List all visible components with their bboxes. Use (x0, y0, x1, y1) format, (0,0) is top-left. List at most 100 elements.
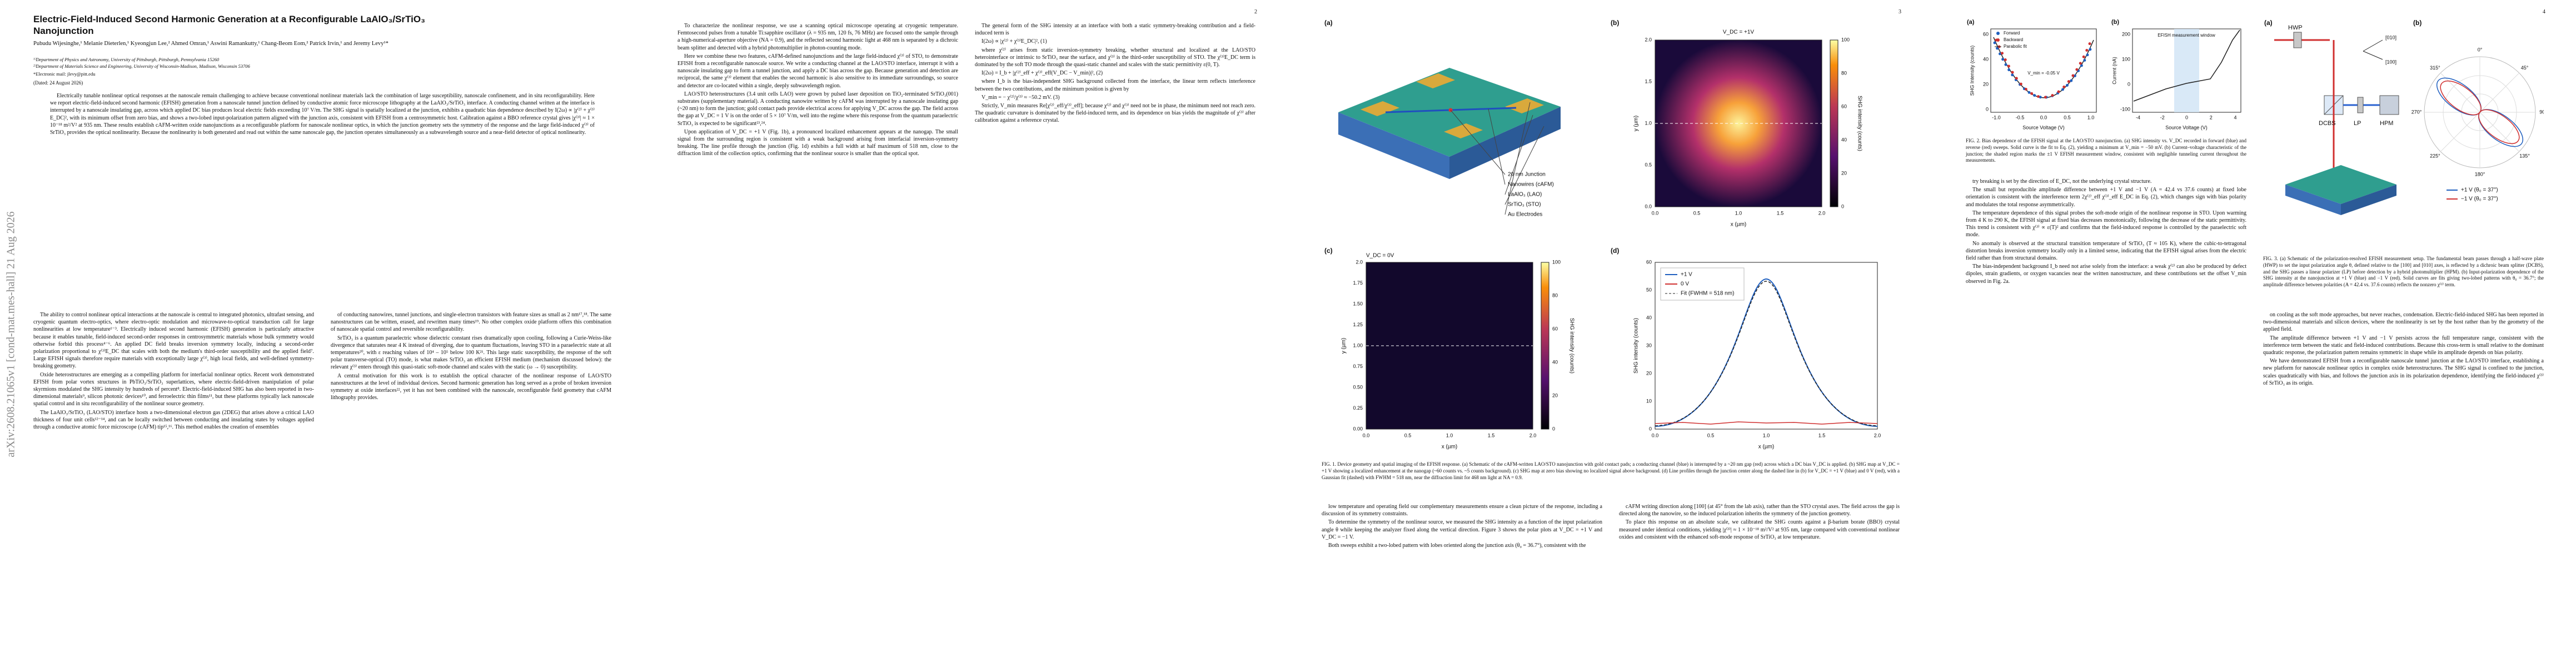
device-label: Au Electrodes (1508, 212, 1542, 218)
legend-label: Forward (2004, 31, 2020, 36)
tick-label: 80 (1552, 292, 1558, 298)
tick-label: 1.0 (2087, 115, 2095, 120)
axis-label: Source Voltage (V) (2165, 125, 2208, 130)
tick-label: 60 (1552, 326, 1558, 331)
tick-label: 0 (1841, 203, 1844, 209)
paragraph: To characterize the nonlinear response, … (677, 23, 958, 51)
tick-label: 10 (1646, 398, 1652, 404)
setup-label: [100] (2385, 59, 2396, 64)
page-4: 4 (a) (b) Forward Backward Parabolic fit V_mi… (1932, 0, 2576, 667)
tick-label: 50 (1646, 287, 1652, 292)
paragraph: Both sweeps exhibit a two-lobed pattern … (1328, 542, 1586, 549)
paragraph: The LaAlO₃/SrTiO₃ (LAO/STO) interface ho… (33, 409, 314, 431)
date: (Dated: 24 August 2026) (33, 80, 83, 86)
tick-label: 1.5 (1777, 210, 1784, 216)
tick-label: 2.0 (1356, 259, 1363, 265)
tick-label: 0 (1986, 106, 1989, 112)
device-legend (1450, 102, 1544, 215)
iv-curve (2133, 29, 2240, 102)
tick-label: 60 (1646, 259, 1652, 265)
column: try breaking is set by the direction of … (1966, 178, 2246, 286)
angle-label: 135° (2519, 153, 2530, 159)
tick-label: 2.0 (1874, 432, 1881, 438)
tick-label: 100 (1552, 259, 1561, 265)
column: To characterize the nonlinear response, … (677, 22, 958, 159)
figure-caption: FIG. 1. Device geometry and spatial imag… (1322, 461, 1900, 480)
paragraph: on cooling as the soft mode approaches, … (2263, 312, 2544, 333)
tick-label: 2.0 (1818, 210, 1826, 216)
profile-fit (1655, 281, 1878, 426)
tick-label: 40 (1646, 315, 1652, 320)
tick-label: 1.0 (1645, 120, 1652, 126)
tick-label: 1.25 (1353, 322, 1363, 327)
device-label: SrTiO₃ (STO) (1508, 202, 1541, 208)
tick-label: 20 (1552, 392, 1558, 398)
legend-label: Backward (2004, 37, 2023, 42)
figure-1: (a) (b) (c) (d) 20 nm Junction Nanowires (cAF… (1324, 19, 1881, 450)
panel-label: (d) (1611, 247, 1619, 255)
page-2: 2 To characterize the nonlinear response… (644, 0, 1288, 667)
page-1: arXiv:2608.21065v1 [cond-mat.mes-hall] 2… (0, 0, 644, 667)
tick-label: 0.50 (1353, 384, 1363, 390)
legend-label: Fit (FWHM = 518 nm) (1681, 291, 1734, 297)
tick-label: 0 (2127, 81, 2130, 87)
paragraph: V_min = − χ⁽²⁾/χ⁽³⁾ ≈ −50.2 mV. (3) (981, 94, 1060, 101)
device-label: Nanowires (cAFM) (1508, 182, 1554, 188)
paragraph: We have demonstrated EFISH from a reconf… (2263, 358, 2544, 386)
axis-label: y (µm) (1633, 116, 1640, 132)
tick-label: 0.0 (1645, 203, 1652, 209)
tick-label: 60 (1983, 31, 1989, 37)
tick-label: 0.00 (1353, 426, 1363, 431)
legend-label: Parabolic fit (2004, 44, 2027, 49)
tick-label: 1.5 (1645, 78, 1652, 84)
annotation: V_DC = +1V (1723, 29, 1754, 36)
panel-label: (a) (1967, 19, 1975, 26)
tick-label: 1.0 (1763, 432, 1770, 438)
tick-label: -1.0 (1992, 115, 2001, 120)
tick-label: 1.0 (1446, 432, 1453, 438)
panel-label: (b) (2111, 19, 2119, 26)
tick-label: 40 (1841, 137, 1847, 142)
paragraph: Oxide heterostructures are emerging as a… (33, 371, 314, 407)
figure-3: (a) (b) HWP [010] [100] DCBS LP HPM 0° 45° 90° 135°… (2264, 19, 2544, 215)
tick-label: 40 (1983, 56, 1989, 62)
page-number: 2 (1254, 9, 1257, 15)
tick-label: 0 (2185, 115, 2188, 120)
panel-label: (c) (1324, 247, 1333, 255)
axis-label: SHG Intensity (counts) (1969, 46, 1975, 96)
tick-label: -2 (2160, 115, 2165, 120)
setup-label: LP (2354, 120, 2361, 127)
tick-label: 0 (1552, 426, 1555, 431)
polar-plot (2424, 56, 2536, 168)
tick-label: 0.5 (1707, 432, 1715, 438)
axis-label: x (µm) (1758, 444, 1775, 450)
device-schematic (1338, 68, 1561, 179)
paragraph: The amplitude difference between +1 V an… (2263, 335, 2544, 356)
paragraph: The ability to control nonlinear optical… (33, 312, 314, 370)
email: *Electronic mail: jlevy@pitt.edu (33, 71, 96, 77)
tick-label: 0.0 (2040, 115, 2047, 120)
setup-label: [010] (2385, 34, 2396, 40)
axis-label: SHG intensity (counts) (1633, 318, 1640, 374)
colorbar-label: SHG intensity (counts) (1568, 318, 1575, 374)
panel-label: (b) (1611, 19, 1619, 27)
tick-label: 200 (2122, 31, 2130, 37)
tick-label: 1.0 (1735, 210, 1742, 216)
angle-label: 225° (2430, 153, 2440, 159)
tick-label: 0.0 (1652, 432, 1659, 438)
paragraph: No anomaly is observed at the structural… (1966, 240, 2246, 262)
angle-label: 0° (2478, 47, 2483, 52)
tick-label: 40 (1552, 359, 1558, 365)
tick-label: 1.00 (1353, 342, 1363, 348)
paragraph: LAO/STO heterostructures (3.4 unit cells… (677, 91, 958, 127)
tick-label: 20 (1983, 81, 1989, 87)
device-label: 20 nm Junction (1508, 172, 1546, 178)
tick-label: 0.75 (1353, 364, 1363, 369)
paragraph: try breaking is set by the direction of … (1972, 178, 2152, 185)
paragraph: of conducting nanowires, tunnel junction… (331, 312, 611, 333)
title: Electric-Field-Induced Second Harmonic G… (33, 14, 425, 36)
tick-label: 100 (1841, 37, 1850, 42)
tick-label: 2.0 (1645, 37, 1652, 42)
measurement-window (2174, 29, 2199, 112)
axis-label: x (µm) (1731, 222, 1747, 228)
